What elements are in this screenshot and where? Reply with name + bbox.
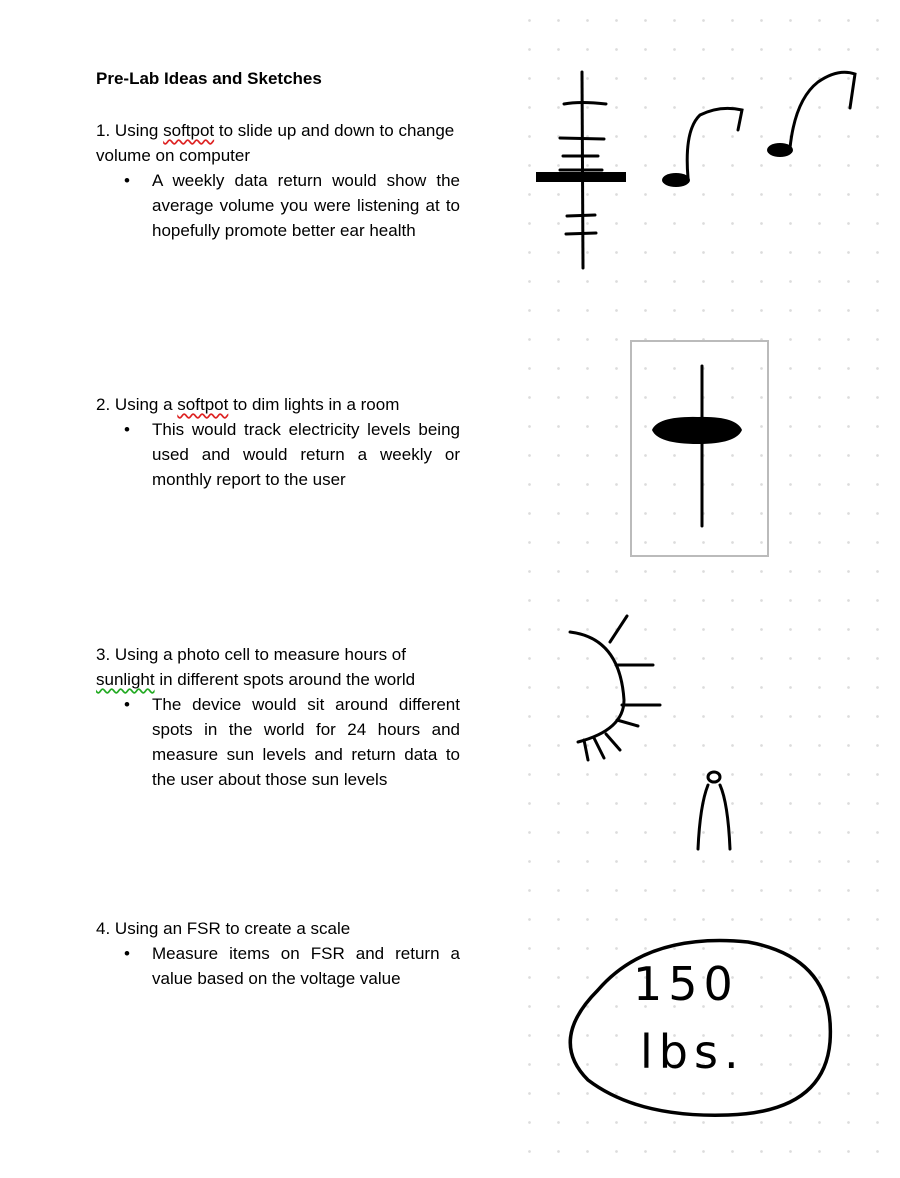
bullet-list: Measure items on FSR and return a value … (96, 941, 466, 991)
idea-text-post: in different spots around the world (154, 670, 416, 689)
bullet-list: A weekly data return would show the aver… (96, 168, 466, 243)
idea-number: 1. (96, 121, 111, 140)
idea-text-pre: Using a (114, 395, 178, 414)
spelling-flagged-word[interactable]: softpot (163, 121, 215, 140)
idea-item-2: 2. Using a softpot to dim lights in a ro… (96, 392, 466, 492)
bullet-item: This would track electricity levels bein… (124, 417, 460, 492)
idea-text-post: to dim lights in a room (228, 395, 400, 414)
bullet-item: The device would sit around different sp… (124, 692, 460, 792)
idea-number: 4. (96, 919, 111, 938)
idea-text-pre: Using a photo cell to measure hours of (114, 645, 406, 664)
scale-reading-value: 150 (633, 957, 739, 1011)
idea-text-pre: Using (114, 121, 164, 140)
bullet-item: A weekly data return would show the aver… (124, 168, 460, 243)
idea-item-3: 3. Using a photo cell to measure hours o… (96, 642, 466, 792)
volume-slider-sketch-icon (536, 70, 626, 270)
scale-display-sketch-icon: 150 lbs. (568, 938, 833, 1117)
scale-reading-unit: lbs. (640, 1025, 745, 1079)
dot-grid-background (505, 0, 900, 1178)
idea-text-post: to slide up and down to change volume on… (96, 121, 455, 165)
sun-sketch-icon (568, 614, 662, 762)
bullet-list: The device would sit around different sp… (96, 692, 466, 792)
idea-item-4: 4. Using an FSR to create a scale Measur… (96, 916, 466, 991)
page-title: Pre-Lab Ideas and Sketches (96, 69, 322, 88)
idea-heading: 4. Using an FSR to create a scale (96, 916, 466, 941)
idea-item-1: 1. Using softpot to slide up and down to… (96, 118, 466, 243)
idea-heading: 1. Using softpot to slide up and down to… (96, 118, 466, 168)
bullet-item: Measure items on FSR and return a value … (124, 941, 460, 991)
idea-text-pre: Using an FSR to create a scale (114, 919, 351, 938)
dimmer-switch-sketch-icon (630, 340, 769, 557)
idea-number: 3. (96, 645, 111, 664)
photocell-sketch-icon (696, 770, 732, 851)
music-notes-sketch-icon (662, 70, 857, 187)
idea-heading: 2. Using a softpot to dim lights in a ro… (96, 392, 466, 417)
bullet-list: This would track electricity levels bein… (96, 417, 466, 492)
idea-number: 2. (96, 395, 111, 414)
idea-heading: 3. Using a photo cell to measure hours o… (96, 642, 466, 692)
spelling-flagged-word[interactable]: softpot (177, 395, 229, 414)
grammar-flagged-word[interactable]: sunlight (96, 670, 155, 689)
